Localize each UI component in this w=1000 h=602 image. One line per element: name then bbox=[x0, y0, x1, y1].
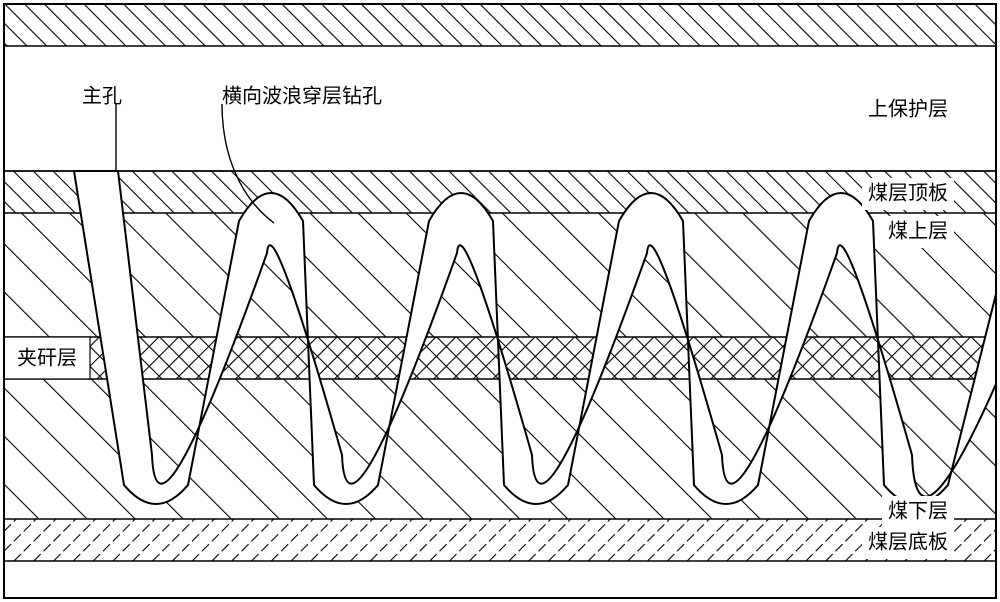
layer-label: 煤层顶板 bbox=[868, 181, 948, 204]
layer-label: 煤下层 bbox=[888, 499, 948, 522]
layer-label: 夹矸层 bbox=[17, 346, 77, 369]
layer-label: 横向波浪穿层钻孔 bbox=[222, 84, 382, 107]
layer-label: 煤上层 bbox=[888, 219, 948, 242]
layer-label: 煤层底板 bbox=[868, 530, 948, 553]
layer-label: 主孔 bbox=[82, 84, 122, 107]
layer-label: 上保护层 bbox=[868, 97, 948, 120]
